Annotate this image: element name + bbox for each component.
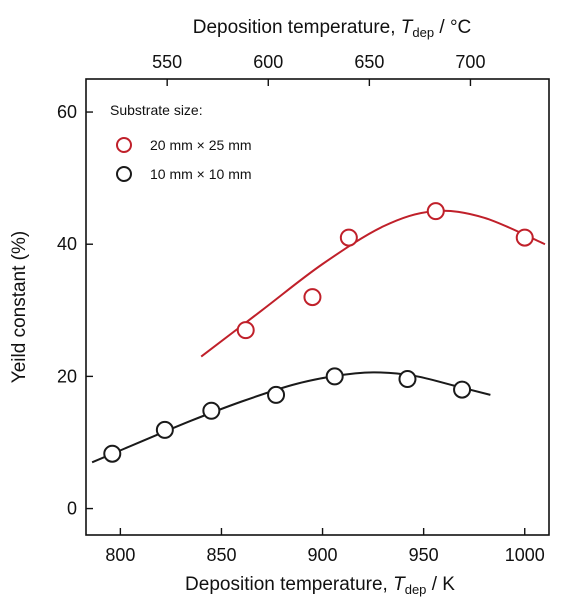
point-series-1-1 — [303, 288, 322, 307]
data-markers — [103, 202, 534, 463]
point-series-2-3 — [267, 385, 286, 404]
ticks: 800 850 900 950 1000 550 600 650 700 0 20 40 60 — [57, 52, 545, 565]
x-tick-label-3: 950 — [409, 545, 439, 565]
x-axis-title-subscript: dep — [405, 582, 427, 597]
point-series-2-0 — [103, 444, 122, 463]
point-series-2-6 — [453, 380, 472, 399]
x-axis-title-symbol: T — [393, 574, 406, 595]
legend-marker-series-1 — [116, 137, 132, 153]
top-axis-title-prefix: Deposition temperature, — [193, 17, 401, 38]
y-tick-label-0: 0 — [67, 499, 77, 519]
point-series-2-1 — [155, 420, 174, 439]
point-series-1-2 — [339, 228, 358, 247]
x-axis-title: Deposition temperature, Tdep / K — [185, 574, 455, 597]
point-series-1-3 — [426, 202, 445, 221]
x-tick-label-4: 1000 — [505, 545, 545, 565]
legend: Substrate size: 20 mm × 25 mm 10 mm × 10… — [110, 102, 252, 182]
x-axis-title-unit: / K — [426, 574, 455, 595]
y-axis-title: Yeild constant (%) — [9, 231, 30, 383]
top-axis-title-unit: / °C — [434, 17, 471, 38]
plot-frame — [85, 78, 550, 536]
x-tick-label-2: 900 — [308, 545, 338, 565]
top-axis-title-symbol: T — [401, 17, 414, 38]
point-series-1-0 — [236, 321, 255, 340]
point-series-2-4 — [325, 367, 344, 386]
legend-label-series-2: 10 mm × 10 mm — [150, 166, 252, 182]
fit-curve-series-2 — [91, 371, 491, 464]
legend-label-series-1: 20 mm × 25 mm — [150, 137, 252, 153]
x-tick-label-1: 850 — [206, 545, 236, 565]
top-tick-label-0: 550 — [152, 52, 182, 72]
top-tick-label-2: 650 — [354, 52, 384, 72]
point-series-2-2 — [202, 401, 221, 420]
x-axis-title-prefix: Deposition temperature, — [185, 574, 393, 595]
legend-marker-series-2 — [116, 166, 132, 182]
y-tick-label-2: 40 — [57, 234, 77, 254]
top-tick-label-1: 600 — [253, 52, 283, 72]
point-series-1-4 — [515, 228, 534, 247]
y-tick-label-3: 60 — [57, 102, 77, 122]
fit-curve-series-1 — [200, 209, 546, 358]
legend-title: Substrate size: — [110, 102, 203, 118]
x-tick-label-0: 800 — [105, 545, 135, 565]
point-series-2-5 — [398, 370, 417, 389]
top-axis-title: Deposition temperature, Tdep / °C — [193, 17, 472, 40]
top-axis-title-subscript: dep — [412, 25, 434, 40]
y-tick-label-1: 20 — [57, 366, 77, 386]
top-tick-label-3: 700 — [455, 52, 485, 72]
